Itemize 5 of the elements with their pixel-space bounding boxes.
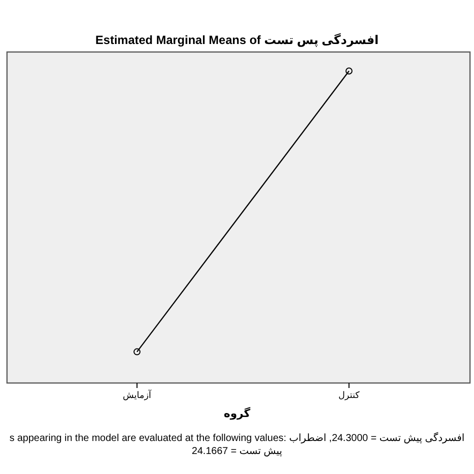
x-axis-title: گروه bbox=[224, 408, 250, 420]
title: Estimated Marginal Means of افسردگی پس تست bbox=[95, 33, 379, 47]
x-tick-label: کنترل bbox=[338, 390, 360, 400]
x-tick-label: آزمایش bbox=[122, 390, 152, 400]
annotation: s appearing in the model are evaluated at the following values: افسردگی پیش تست = 24.3000, اضطراب پیش تست = 24.1667 bbox=[8, 432, 466, 458]
